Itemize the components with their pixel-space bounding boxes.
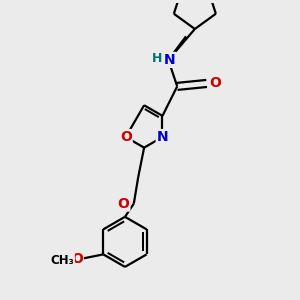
Text: N: N: [157, 130, 168, 144]
Text: O: O: [118, 196, 129, 211]
Text: N: N: [164, 53, 176, 67]
Text: CH₃: CH₃: [50, 254, 74, 267]
Text: H: H: [152, 52, 162, 65]
Text: O: O: [120, 130, 132, 144]
Text: O: O: [209, 76, 221, 91]
Text: O: O: [71, 252, 83, 266]
